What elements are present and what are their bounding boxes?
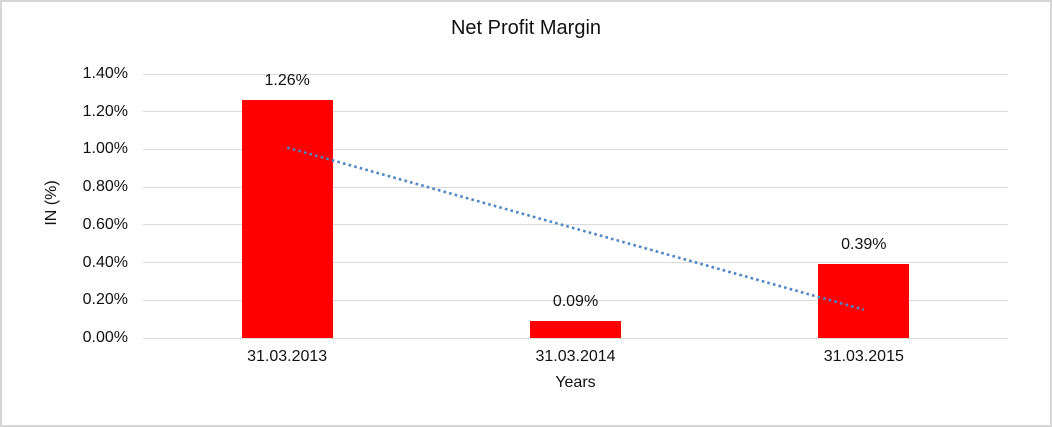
y-tick-label: 0.20% xyxy=(82,291,128,309)
chart-title: Net Profit Margin xyxy=(450,17,602,39)
gridline xyxy=(143,111,1008,113)
bar-data-label: 0.09% xyxy=(552,293,599,311)
y-tick-label: 0.40% xyxy=(82,253,128,271)
gridline xyxy=(143,337,1008,339)
plot-area: 1.26% 0.09% 0.39% xyxy=(143,72,1008,339)
bar-data-label: 1.26% xyxy=(264,72,310,90)
y-tick-label: 0.60% xyxy=(82,215,128,233)
y-tick-label: 1.40% xyxy=(82,65,128,82)
x-axis-title: Years xyxy=(555,374,596,391)
x-category-label: 31.03.2013 xyxy=(247,348,328,365)
y-tick-label: 1.20% xyxy=(82,102,128,120)
bar xyxy=(818,264,910,338)
trendline-segment xyxy=(286,146,865,311)
x-category-label: 31.03.2015 xyxy=(823,348,904,365)
bar xyxy=(241,100,333,338)
y-axis-tick-labels: 0.00% 0.20% 0.40% 0.60% 0.80% 1.00% 1.20% 1.40% xyxy=(2,65,128,346)
gridline xyxy=(143,73,1008,75)
bar xyxy=(530,321,621,338)
y-tick-label: 0.00% xyxy=(82,329,128,346)
x-category-label: 31.03.2014 xyxy=(535,348,616,365)
x-axis-labels: 31.03.2013 31.03.2014 31.03.2015 xyxy=(143,345,1008,367)
y-tick-label: 1.00% xyxy=(82,140,128,158)
y-tick-label: 0.80% xyxy=(82,178,128,196)
bar-data-label: 0.39% xyxy=(841,236,887,254)
